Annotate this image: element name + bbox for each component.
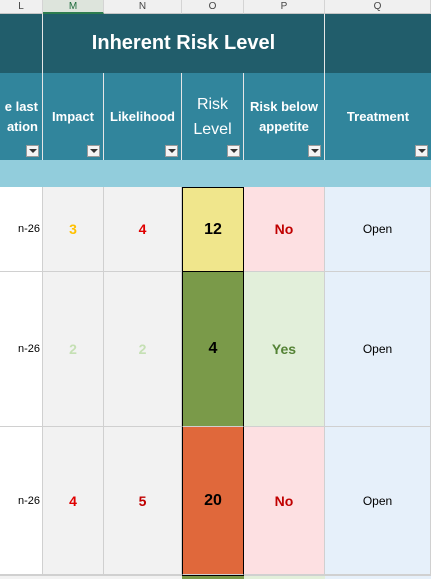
cell-last-eval-2[interactable]: n-26 [0, 272, 43, 427]
cell-last-eval-1[interactable]: n-26 [0, 187, 43, 272]
filter-dropdown-icon[interactable] [87, 145, 100, 157]
cell-impact-2[interactable]: 2 [43, 272, 104, 427]
header-risk-appetite: Risk below appetite [244, 73, 325, 160]
header-impact: Impact [43, 73, 104, 160]
next-row-partial [0, 575, 182, 579]
header-last-line2: ation [6, 118, 38, 134]
header-risk-line1: Risk [196, 95, 229, 113]
header-last-line1: e last [4, 98, 38, 114]
cell-risk-level-3[interactable]: 20 [182, 427, 244, 575]
cell-impact-3[interactable]: 4 [43, 427, 104, 575]
col-header-l[interactable]: L [0, 0, 43, 14]
filter-dropdown-icon[interactable] [26, 145, 39, 157]
col-header-q[interactable]: Q [325, 0, 431, 14]
header-appetite-line1: Risk below [250, 98, 318, 114]
filter-dropdown-icon[interactable] [415, 145, 428, 157]
header-treatment: Treatment [325, 73, 431, 160]
header-treatment-label: Treatment [346, 108, 410, 124]
group-title: Inherent Risk Level [43, 14, 325, 73]
header-appetite-line2: appetite [259, 118, 309, 134]
cell-treatment-2[interactable]: Open [325, 272, 431, 427]
header-risk-line2: Level [193, 120, 232, 138]
cell-risk-level-1[interactable]: 12 [182, 187, 244, 272]
cell-appetite-2[interactable]: Yes [244, 272, 325, 427]
filter-dropdown-icon[interactable] [165, 145, 178, 157]
next-row-appetite-partial [244, 575, 325, 579]
filter-dropdown-icon[interactable] [227, 145, 240, 157]
col-header-m[interactable]: M [43, 0, 104, 14]
next-row-treatment-partial [325, 575, 431, 579]
filter-dropdown-icon[interactable] [308, 145, 321, 157]
cell-appetite-1[interactable]: No [244, 187, 325, 272]
col-header-o[interactable]: O [182, 0, 244, 14]
header-likelihood-label: Likelihood [110, 108, 175, 124]
section-band [0, 160, 431, 187]
cell-risk-level-2[interactable]: 4 [182, 272, 244, 427]
cell-likelihood-1[interactable]: 4 [104, 187, 182, 272]
next-row-risk-partial [182, 575, 244, 579]
cell-treatment-3[interactable]: Open [325, 427, 431, 575]
cell-likelihood-3[interactable]: 5 [104, 427, 182, 575]
cell-last-eval-3[interactable]: n-26 [0, 427, 43, 575]
cell-impact-1[interactable]: 3 [43, 187, 104, 272]
header-impact-label: Impact [52, 108, 94, 124]
cell-likelihood-2[interactable]: 2 [104, 272, 182, 427]
header-left-block [0, 14, 43, 73]
header-right-block [325, 14, 431, 73]
col-header-n[interactable]: N [104, 0, 182, 14]
header-risk-level: Risk Level [182, 73, 244, 160]
header-likelihood: Likelihood [104, 73, 182, 160]
col-header-p[interactable]: P [244, 0, 325, 14]
header-last-evaluation: e last ation [0, 73, 43, 160]
cell-treatment-1[interactable]: Open [325, 187, 431, 272]
cell-appetite-3[interactable]: No [244, 427, 325, 575]
